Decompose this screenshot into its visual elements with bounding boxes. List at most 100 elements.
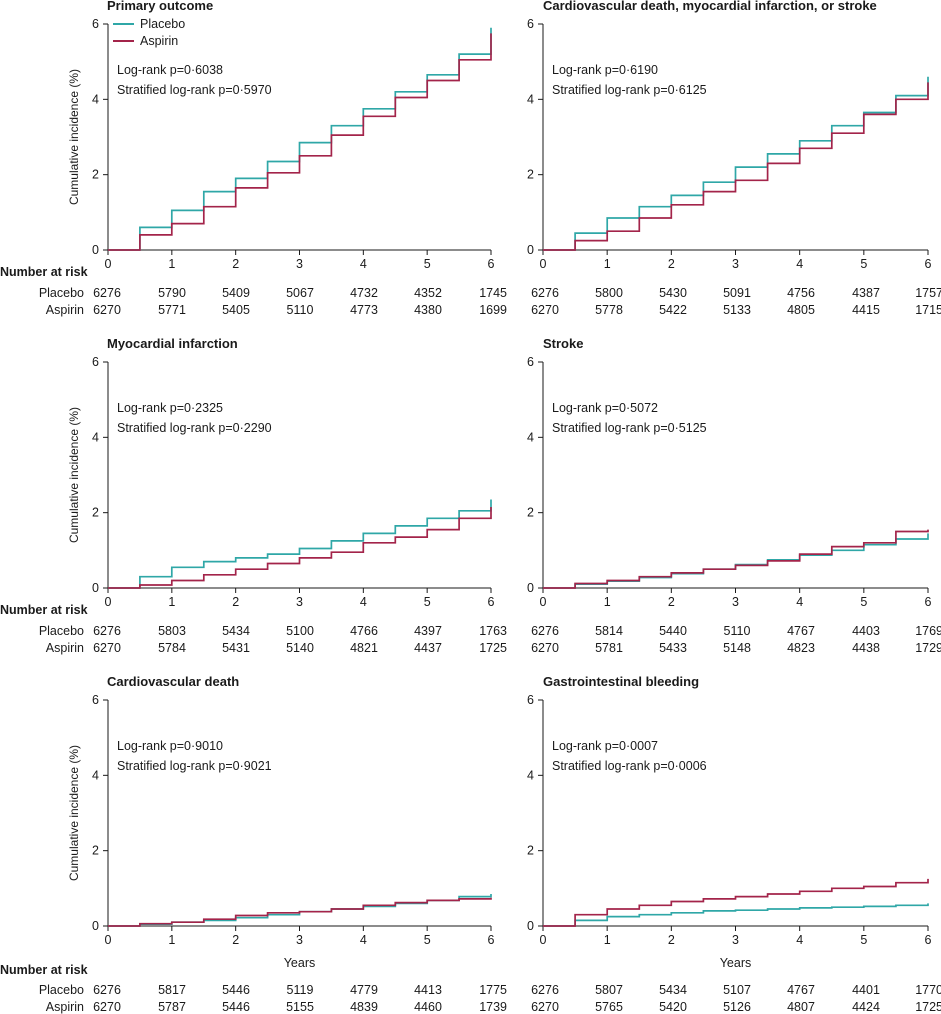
x-tick-label: 1 bbox=[604, 257, 611, 271]
risk-value-placebo: 5807 bbox=[595, 983, 623, 997]
x-tick-label: 0 bbox=[105, 933, 112, 947]
risk-value-aspirin: 4821 bbox=[350, 641, 378, 655]
series-aspirin-curve bbox=[108, 897, 492, 927]
x-tick-label: 5 bbox=[424, 595, 431, 609]
risk-row-label-aspirin: Aspirin bbox=[46, 641, 84, 655]
risk-value-placebo: 4767 bbox=[787, 983, 815, 997]
x-tick-label: 1 bbox=[168, 257, 175, 271]
risk-value-aspirin: 1699 bbox=[479, 303, 507, 317]
risk-value-placebo: 4401 bbox=[852, 983, 880, 997]
x-tick-label: 4 bbox=[796, 257, 803, 271]
risk-value-aspirin: 6270 bbox=[93, 641, 121, 655]
panel-p2: Cardiovascular death, myocardial infarct… bbox=[527, 0, 941, 317]
y-tick-label: 0 bbox=[92, 243, 99, 257]
series-placebo-curve bbox=[543, 903, 929, 927]
y-tick-label: 4 bbox=[527, 92, 534, 106]
risk-value-placebo: 5440 bbox=[659, 624, 687, 638]
x-tick-label: 5 bbox=[860, 257, 867, 271]
risk-value-aspirin: 5133 bbox=[723, 303, 751, 317]
risk-value-placebo: 5803 bbox=[158, 624, 186, 638]
risk-value-aspirin: 6270 bbox=[93, 303, 121, 317]
risk-value-placebo: 5434 bbox=[659, 983, 687, 997]
risk-value-placebo: 5107 bbox=[723, 983, 751, 997]
x-tick-label: 6 bbox=[925, 595, 932, 609]
x-tick-label: 0 bbox=[540, 933, 547, 947]
risk-value-placebo: 1770 bbox=[915, 983, 941, 997]
risk-value-aspirin: 4380 bbox=[414, 303, 442, 317]
risk-value-placebo: 6276 bbox=[531, 624, 559, 638]
series-placebo-curve bbox=[543, 533, 929, 589]
risk-row-label-placebo: Placebo bbox=[39, 624, 84, 638]
series-aspirin-curve bbox=[543, 529, 929, 589]
risk-value-aspirin: 6270 bbox=[531, 1000, 559, 1014]
risk-value-placebo: 1757 bbox=[915, 286, 941, 300]
risk-value-placebo: 5434 bbox=[222, 624, 250, 638]
y-tick-label: 6 bbox=[527, 17, 534, 31]
risk-table: Number at risk Placebo Aspirin 6276 5817 5446… bbox=[0, 963, 507, 1014]
risk-value-placebo: 6276 bbox=[531, 286, 559, 300]
risk-value-aspirin: 5422 bbox=[659, 303, 687, 317]
y-tick-label: 2 bbox=[527, 844, 534, 858]
y-tick-label: 0 bbox=[527, 243, 534, 257]
y-tick-label: 0 bbox=[92, 919, 99, 933]
y-tick-label: 6 bbox=[92, 17, 99, 31]
y-tick-label: 6 bbox=[92, 355, 99, 369]
x-tick-label: 2 bbox=[668, 933, 675, 947]
panel-title: Primary outcome bbox=[107, 0, 213, 13]
risk-value-aspirin: 1729 bbox=[915, 641, 941, 655]
y-tick-label: 2 bbox=[92, 168, 99, 182]
series-aspirin-curve bbox=[543, 878, 929, 927]
stat-text: Log-rank p=0·6038 bbox=[117, 63, 223, 77]
risk-value-placebo: 5091 bbox=[723, 286, 751, 300]
risk-value-placebo: 6276 bbox=[93, 624, 121, 638]
x-tick-label: 0 bbox=[540, 595, 547, 609]
x-tick-label: 3 bbox=[296, 933, 303, 947]
panel-title: Myocardial infarction bbox=[107, 336, 238, 351]
series-placebo-curve bbox=[543, 76, 929, 251]
risk-value-placebo: 1763 bbox=[479, 624, 507, 638]
risk-value-placebo: 4352 bbox=[414, 286, 442, 300]
risk-value-placebo: 5817 bbox=[158, 983, 186, 997]
risk-row-label-aspirin: Aspirin bbox=[46, 303, 84, 317]
x-tick-label: 4 bbox=[796, 933, 803, 947]
risk-value-aspirin: 6270 bbox=[93, 1000, 121, 1014]
panel-title: Cardiovascular death bbox=[107, 674, 239, 689]
risk-table: 6276 5807 5434 5107 4767 4401 1770 6270 5765 5420… bbox=[531, 983, 941, 1014]
x-tick-label: 3 bbox=[296, 595, 303, 609]
risk-value-aspirin: 5446 bbox=[222, 1000, 250, 1014]
y-axis-label: Cumulative incidence (%) bbox=[67, 69, 81, 205]
x-tick-label: 6 bbox=[488, 933, 495, 947]
risk-value-aspirin: 5787 bbox=[158, 1000, 186, 1014]
x-tick-label: 6 bbox=[488, 257, 495, 271]
risk-value-aspirin: 5148 bbox=[723, 641, 751, 655]
risk-table: 6276 5814 5440 5110 4767 4403 1769 6270 5781 5433… bbox=[531, 624, 941, 655]
panel-title: Stroke bbox=[543, 336, 583, 351]
series-placebo-curve bbox=[108, 894, 492, 927]
x-tick-label: 3 bbox=[296, 257, 303, 271]
risk-row-label-aspirin: Aspirin bbox=[46, 1000, 84, 1014]
y-tick-label: 2 bbox=[527, 168, 534, 182]
x-tick-label: 6 bbox=[925, 257, 932, 271]
series-placebo-curve bbox=[108, 27, 492, 251]
risk-header: Number at risk bbox=[0, 265, 88, 279]
risk-value-aspirin: 6270 bbox=[531, 641, 559, 655]
risk-value-aspirin: 5778 bbox=[595, 303, 623, 317]
risk-value-aspirin: 5405 bbox=[222, 303, 250, 317]
stat-text: Log-rank p=0·5072 bbox=[552, 401, 658, 415]
y-tick-label: 2 bbox=[92, 844, 99, 858]
y-tick-label: 2 bbox=[527, 506, 534, 520]
risk-value-aspirin: 5433 bbox=[659, 641, 687, 655]
risk-value-placebo: 1745 bbox=[479, 286, 507, 300]
x-tick-label: 4 bbox=[360, 595, 367, 609]
risk-table: 6276 5800 5430 5091 4756 4387 1757 6270 5778 5422… bbox=[531, 286, 941, 317]
risk-value-placebo: 4403 bbox=[852, 624, 880, 638]
x-axis-label: Years bbox=[720, 956, 752, 970]
y-tick-label: 0 bbox=[527, 919, 534, 933]
legend-aspirin-label: Aspirin bbox=[140, 34, 178, 48]
risk-value-aspirin: 1725 bbox=[915, 1000, 941, 1014]
panel-p4: Stroke 0 2 4 6 0 1 2 3 4 5 6 Log-rank p=0·5072 Strati… bbox=[527, 336, 941, 655]
risk-value-placebo: 5800 bbox=[595, 286, 623, 300]
risk-value-aspirin: 4773 bbox=[350, 303, 378, 317]
x-tick-label: 4 bbox=[360, 933, 367, 947]
